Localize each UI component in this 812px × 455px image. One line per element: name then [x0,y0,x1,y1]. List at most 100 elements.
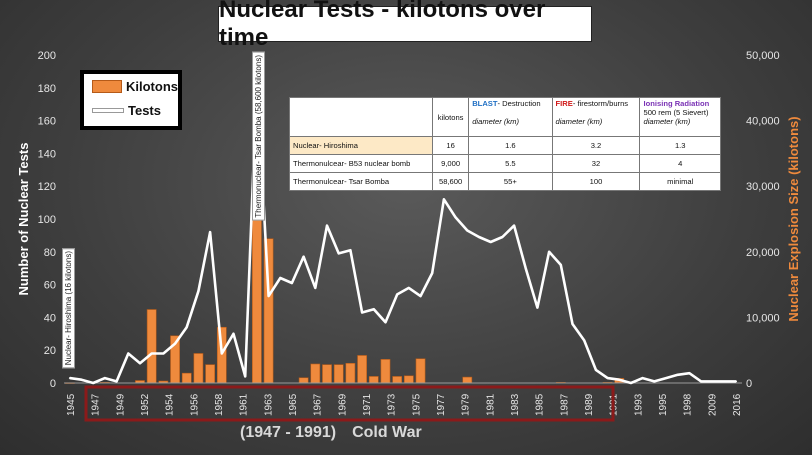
table-header-kilotons: kilotons [431,97,470,137]
tests-point [513,224,515,227]
tests-point [536,306,539,309]
kilotons-bar [462,376,473,384]
cold-war-box [84,385,615,422]
table-cell-kilotons: 58,600 [431,172,470,191]
x-tick-label: 1981 [485,393,496,416]
y-left-tick-label: 120 [38,181,56,193]
table-cell-rad: 4 [639,154,721,173]
x-tick-label: 1958 [214,393,225,416]
table-cell-blast: 5.5 [468,154,553,173]
x-tick-label: 2009 [707,393,718,416]
table-cell-fire: 3.2 [551,136,641,155]
table-row: Thermonulcear- Tsar Bomba 58,600 55+ 100… [289,172,721,191]
y-left-tick-label: 100 [38,214,56,226]
x-tick-label: 1998 [683,393,694,416]
rad-sub: 500 rem (5 Sievert) [643,108,709,117]
legend-swatch-kilotons [92,79,122,93]
kilotons-bar [333,364,344,384]
tests-point [361,311,363,314]
x-tick-label: 1969 [337,393,348,416]
table-row: Thermonulcear- B53 nuclear bomb 9,000 5.… [289,154,721,173]
legend-label-kilotons: Kilotons [126,78,178,94]
x-tick-label: 1973 [387,393,398,416]
cold-war-label: Cold War [352,424,422,441]
table-cell-name: Thermonulcear- Tsar Bomba [289,172,433,191]
x-tick-label: 1954 [165,393,176,416]
tests-point [653,380,656,383]
table-cell-kilotons: 9,000 [431,154,470,173]
tests-point [197,290,200,293]
tests-point [92,382,95,384]
kilotons-bar [216,326,227,384]
y-right-axis-title: Nuclear Explosion Size (kilotons) [786,116,801,321]
y-right-tick-label: 40,000 [746,116,780,128]
table-header-row: kilotons BLAST- Destruction diameter (km)… [289,97,721,137]
kilotons-bar [368,376,379,384]
fire-rest: - firestorm/burns [572,99,629,108]
x-tick-label: 1961 [239,393,250,416]
table-cell-rad: 1.3 [639,136,721,155]
y-left-tick-label: 160 [38,116,56,128]
table-header-blast: BLAST- Destruction diameter (km) [468,97,553,137]
x-tick-label: 1989 [584,393,595,416]
tests-point [372,308,375,311]
tests-point [115,380,118,383]
tests-point [454,216,457,219]
tests-point [688,372,691,375]
kilotons-bar [205,364,215,384]
kilotons-bar [181,372,192,384]
y-left-tick-label: 140 [38,148,56,160]
tests-point [594,368,597,371]
x-tick-label: 1971 [362,393,373,416]
x-tick-label: 1947 [91,393,102,416]
rad-unit: diameter (km) [643,117,691,126]
tests-point [279,277,282,279]
y-right-tick-label: 30,000 [746,181,780,193]
table-header-fire: FIRE- firestorm/burns diameter (km) [551,97,641,137]
tests-point [489,241,492,243]
y-left-tick-label: 180 [38,83,56,95]
legend: Kilotons Tests [80,70,182,130]
legend-swatch-tests [92,107,124,113]
tests-point [524,267,527,270]
tests-point [232,332,235,335]
table-cell-rad: minimal [639,172,721,191]
kilotons-bar [263,238,274,384]
tests-point [606,377,609,379]
tests-point [419,295,422,297]
y-left-tick-label: 0 [50,378,56,390]
tests-point [80,378,83,381]
table-cell-kilotons: 16 [431,136,470,155]
kilotons-bar [357,355,367,384]
tests-point [466,229,469,232]
tests-point [127,352,130,355]
blast-rest: - Destruction [497,99,541,108]
x-tick-label: 1965 [288,393,299,416]
x-tick-label: 1956 [189,393,200,416]
y-right-tick-label: 0 [746,378,752,390]
y-left-axis-title: Number of Nuclear Tests [16,143,31,296]
legend-item-kilotons: Kilotons [84,74,178,98]
hiroshima-annotation: Nuclear- Hiroshima (16 kilotons) [62,248,75,369]
table-cell-name: Nuclear- Hiroshima [289,136,433,155]
x-tick-label: 1979 [461,393,472,416]
table-row: Nuclear- Hiroshima 16 1.6 3.2 1.3 [289,136,721,155]
tests-point [104,377,106,379]
tests-point [431,272,434,275]
tests-point [665,377,667,379]
y-left-tick-label: 60 [44,280,56,292]
blast-label: BLAST [472,99,498,108]
x-tick-label: 1967 [313,393,324,416]
tests-point [174,342,176,345]
table-cell-name: Thermonulcear- B53 nuclear bomb [289,154,433,173]
y-left-tick-label: 200 [38,50,56,62]
tests-point [676,373,679,376]
tests-point [68,377,71,379]
legend-item-tests: Tests [84,98,178,122]
x-tick-label: 1993 [633,393,644,416]
x-tick-label: 1977 [436,393,447,416]
x-tick-label: 1952 [140,393,151,416]
tests-point [559,264,562,266]
tests-point [302,255,305,258]
tests-point [618,378,621,381]
